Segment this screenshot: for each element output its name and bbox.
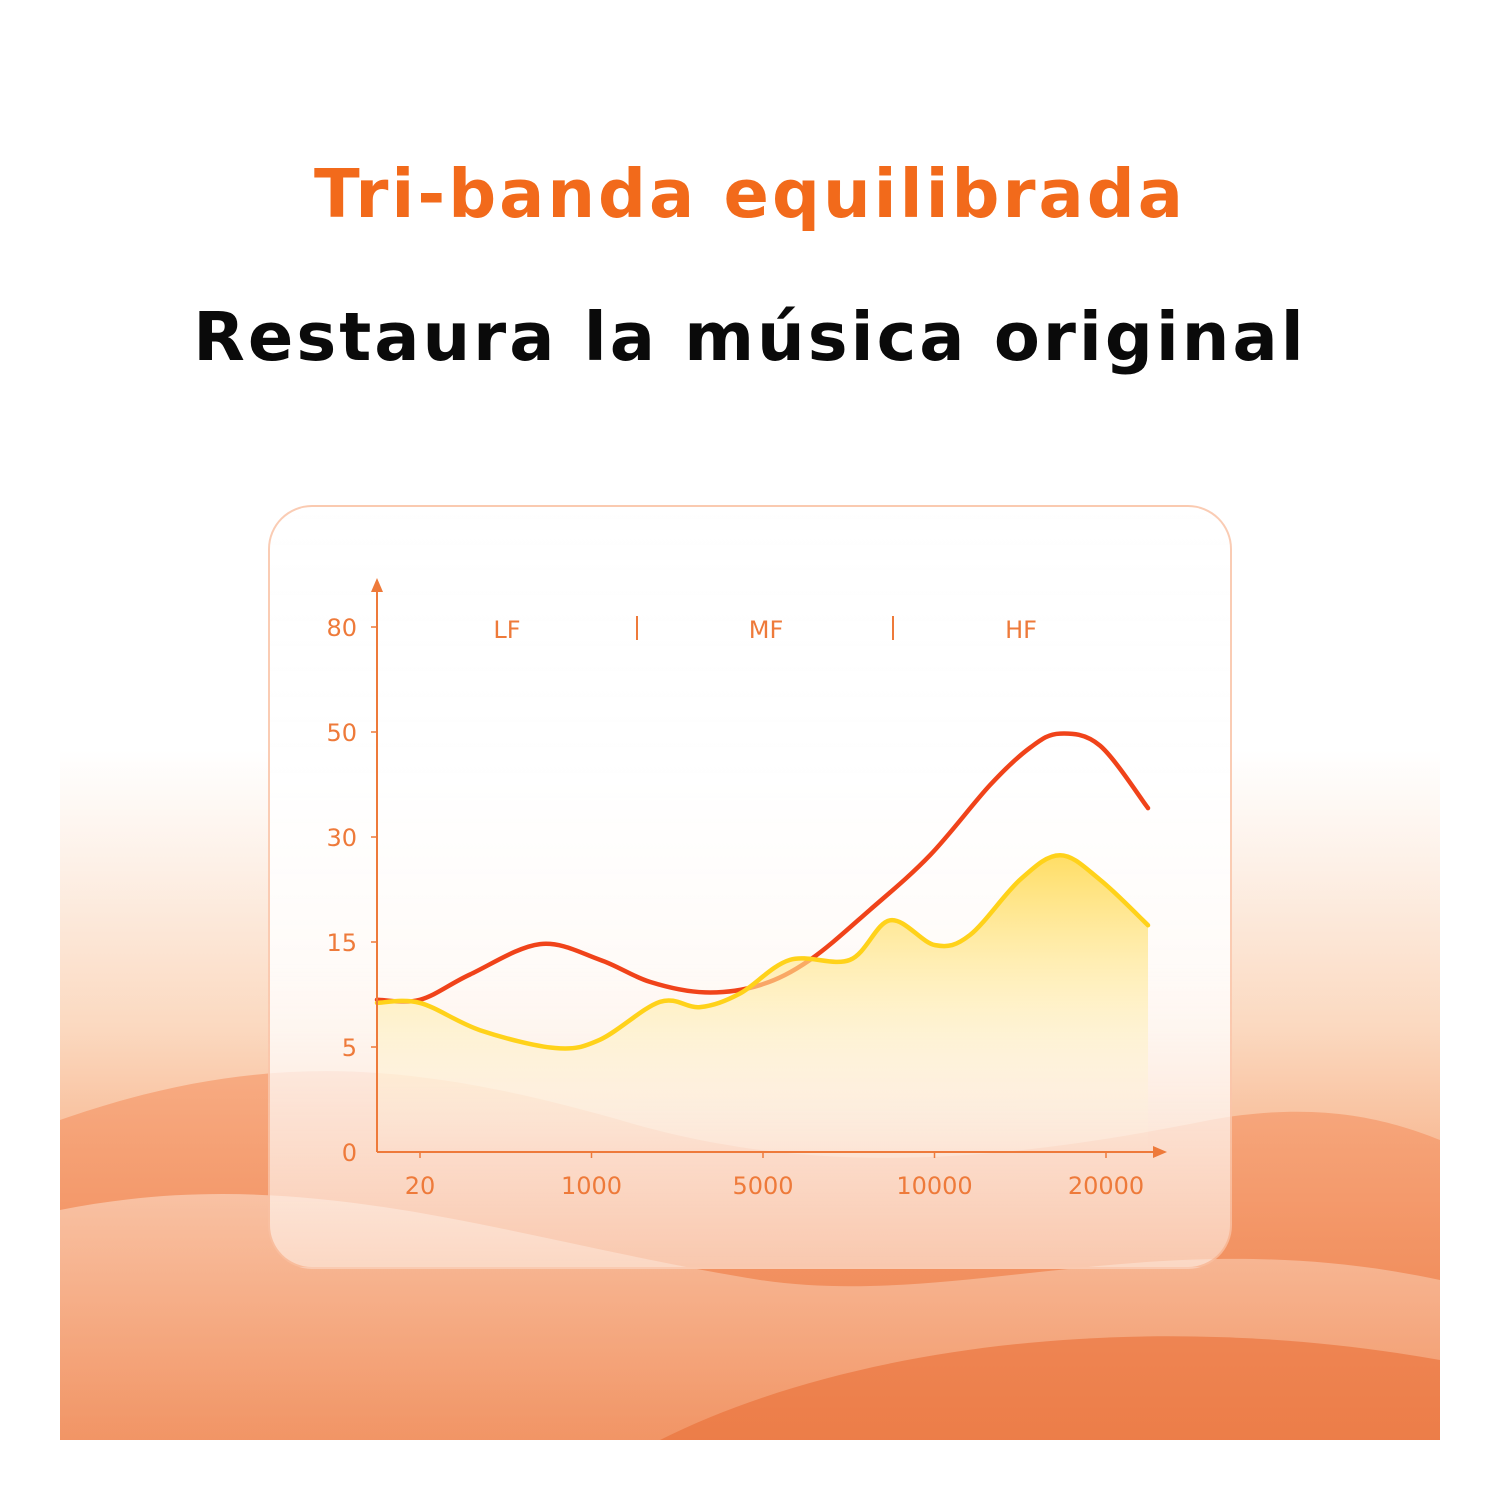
y-tick-label: 50 xyxy=(326,719,357,747)
y-tick-label: 0 xyxy=(342,1139,357,1167)
x-tick-label: 1000 xyxy=(561,1172,622,1200)
x-tick-label: 20000 xyxy=(1068,1172,1144,1200)
x-tick-label: 20 xyxy=(405,1172,436,1200)
y-tick-label: 30 xyxy=(326,824,357,852)
band-label-mf: MF xyxy=(749,616,784,644)
subheadline: Restaura la música original xyxy=(193,298,1307,376)
band-label-hf: HF xyxy=(1005,616,1037,644)
y-tick-label: 80 xyxy=(326,614,357,642)
band-label-lf: LF xyxy=(493,616,520,644)
y-tick-label: 5 xyxy=(342,1034,357,1062)
headline: Tri-banda equilibrada xyxy=(314,155,1186,233)
series-area-2 xyxy=(377,855,1149,1152)
x-tick-label: 10000 xyxy=(896,1172,972,1200)
series-line-2 xyxy=(374,852,1151,1051)
y-axis-arrow-icon xyxy=(371,578,383,592)
y-tick-label: 15 xyxy=(326,929,357,957)
x-tick-label: 5000 xyxy=(732,1172,793,1200)
x-axis-arrow-icon xyxy=(1153,1146,1167,1158)
